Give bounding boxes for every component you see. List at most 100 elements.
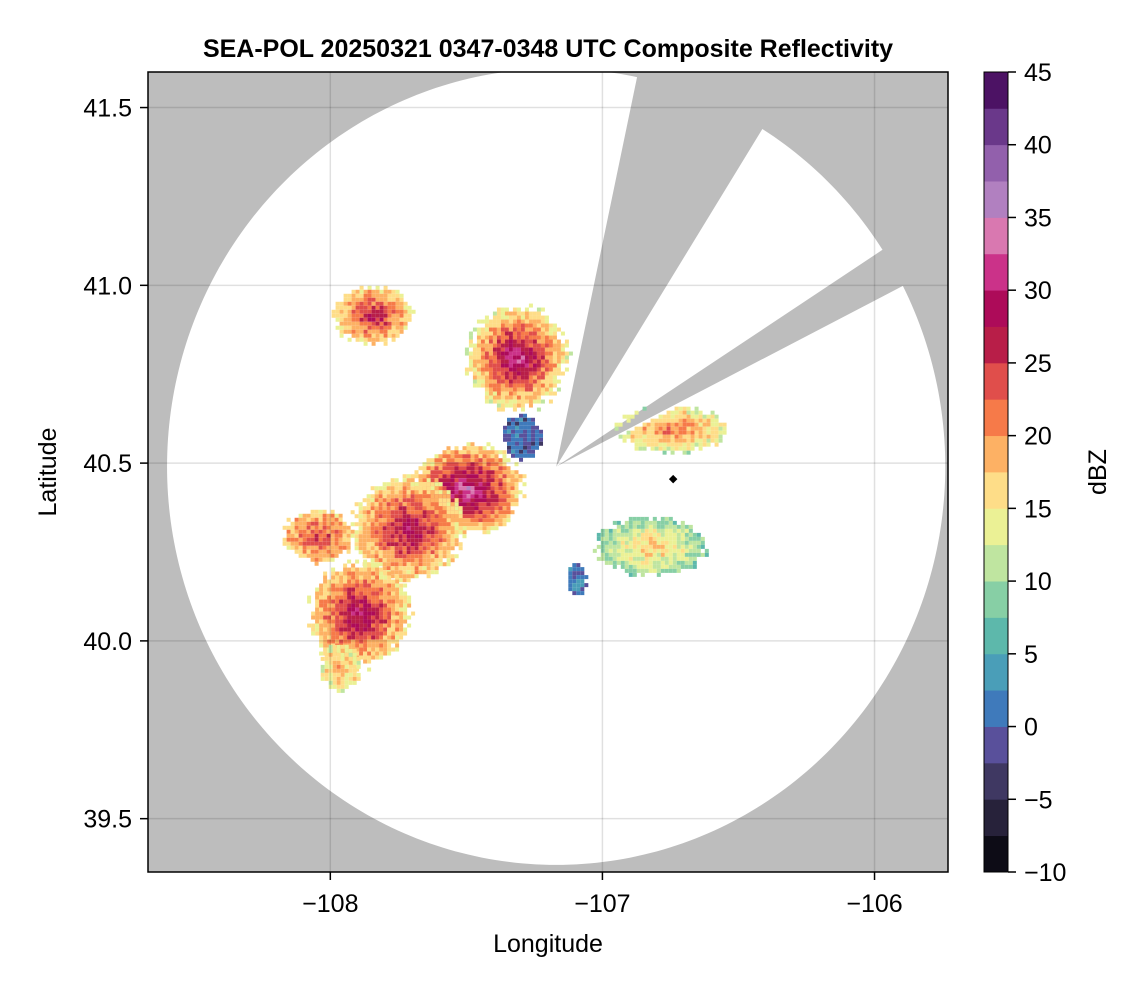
reflectivity-cell [438,466,443,471]
reflectivity-cell [482,482,487,487]
reflectivity-cell [552,371,557,376]
reflectivity-cell [466,482,471,487]
reflectivity-cell [458,542,463,547]
reflectivity-cell [482,518,487,523]
reflectivity-cell [450,474,455,479]
reflectivity-cell [367,631,372,636]
reflectivity-cell [347,607,352,612]
reflectivity-cell [414,562,419,567]
reflectivity-cell [664,568,669,573]
reflectivity-cell [580,575,585,580]
reflectivity-cell [362,542,367,547]
reflectivity-cell [528,395,533,400]
reflectivity-cell [474,466,479,471]
reflectivity-cell [536,399,541,404]
reflectivity-cell [430,542,435,547]
reflectivity-cell [482,514,487,519]
reflectivity-cell [700,536,705,541]
reflectivity-cell [332,672,337,677]
reflectivity-cell [319,651,324,656]
reflectivity-cell [552,323,557,328]
reflectivity-cell [484,371,489,376]
reflectivity-cell [395,611,400,616]
reflectivity-cell [371,289,376,294]
reflectivity-cell [668,524,673,529]
reflectivity-cell [488,319,493,324]
reflectivity-cell [600,548,605,553]
reflectivity-cell [682,422,687,427]
reflectivity-cell [486,478,491,483]
reflectivity-cell [692,536,697,541]
reflectivity-cell [536,371,541,376]
reflectivity-cell [382,530,387,535]
reflectivity-cell [580,587,585,592]
reflectivity-cell [383,305,388,310]
reflectivity-cell [684,564,689,569]
reflectivity-cell [680,540,685,545]
reflectivity-cell [306,545,311,550]
reflectivity-cell [488,323,493,328]
reflectivity-cell [507,429,512,434]
reflectivity-cell [682,450,687,455]
reflectivity-cell [414,570,419,575]
reflectivity-cell [458,530,463,535]
reflectivity-cell [492,339,497,344]
reflectivity-cell [466,478,471,483]
reflectivity-cell [512,387,517,392]
reflectivity-cell [446,514,451,519]
reflectivity-cell [347,623,352,628]
reflectivity-cell [426,494,431,499]
reflectivity-cell [556,339,561,344]
reflectivity-cell [430,534,435,539]
reflectivity-cell [478,474,483,479]
reflectivity-cell [620,556,625,561]
reflectivity-cell [474,458,479,463]
reflectivity-cell [515,417,520,422]
reflectivity-cell [398,554,403,559]
reflectivity-cell [367,591,372,596]
reflectivity-cell [340,648,345,653]
colorbar-tick-label: −10 [1024,859,1066,887]
reflectivity-cell [512,323,517,328]
reflectivity-cell [402,494,407,499]
reflectivity-cell [524,347,529,352]
reflectivity-cell [634,446,639,451]
reflectivity-cell [403,325,408,330]
reflectivity-cell [470,494,475,499]
reflectivity-cell [500,307,505,312]
reflectivity-cell [351,643,356,648]
reflectivity-cell [644,556,649,561]
reflectivity-cell [438,474,443,479]
reflectivity-cell [668,564,673,569]
reflectivity-cell [500,311,505,316]
reflectivity-cell [371,313,376,318]
reflectivity-cell [332,676,337,681]
reflectivity-cell [352,664,357,669]
reflectivity-cell [450,490,455,495]
reflectivity-cell [379,317,384,322]
reflectivity-cell [326,517,331,522]
reflectivity-cell [311,631,316,636]
reflectivity-cell [351,297,356,302]
reflectivity-cell [604,544,609,549]
reflectivity-cell [391,325,396,330]
reflectivity-cell [394,514,399,519]
reflectivity-cell [482,470,487,475]
reflectivity-cell [438,494,443,499]
reflectivity-cell [363,623,368,628]
reflectivity-cell [411,309,416,314]
reflectivity-cell [666,414,671,419]
reflectivity-cell [438,534,443,539]
reflectivity-cell [650,434,655,439]
reflectivity-cell [351,571,356,576]
reflectivity-cell [286,525,291,530]
reflectivity-cell [616,524,621,529]
colorbar-bin [984,253,1008,291]
reflectivity-cell [359,591,364,596]
reflectivity-cell [442,478,447,483]
reflectivity-cell [306,525,311,530]
reflectivity-cell [370,486,375,491]
reflectivity-cell [642,442,647,447]
reflectivity-cell [674,418,679,423]
reflectivity-cell [560,359,565,364]
